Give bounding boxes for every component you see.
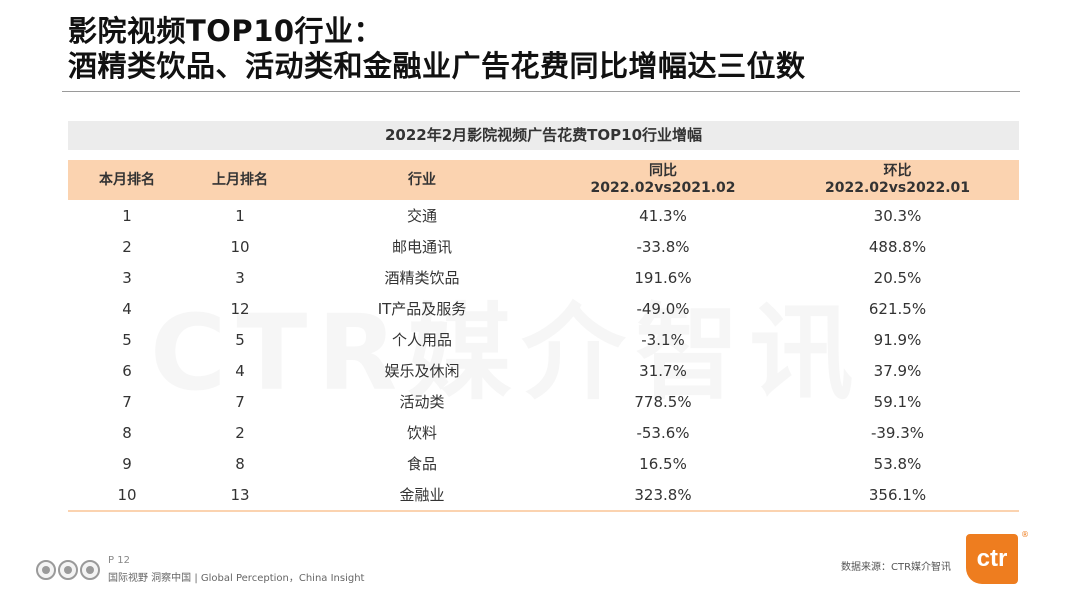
cell-industry: IT产品及服务 (377, 300, 467, 318)
table-row: 6 4 娱乐及休闲 31.7% 37.9% (68, 355, 1019, 386)
cell-mom-growth: 621.5% (868, 299, 927, 318)
cell-industry: 邮电通讯 (391, 238, 452, 256)
cell-yoy-growth: 16.5% (639, 454, 687, 473)
page-title: 影院视频TOP10行业： 酒精类饮品、活动类和金融业广告花费同比增幅达三位数 (68, 14, 806, 84)
header-yoy: 同比 2022.02vs2021.02 (550, 160, 776, 200)
table-body: 1 1 交通 41.3% 30.3% 2 10 邮电通讯 -33.8% 488.8% 3 3 酒精类饮品… (68, 200, 1019, 512)
cell-mom-growth: 20.5% (873, 268, 922, 287)
cell-mom-growth: 37.9% (873, 361, 922, 380)
cell-rank-this-month: 8 (122, 423, 132, 442)
cell-mom-growth: 59.1% (873, 392, 922, 411)
cell-yoy-growth: -33.8% (636, 237, 690, 256)
header-mom: 环比 2022.02vs2022.01 (776, 160, 1019, 200)
cell-rank-last-month: 10 (230, 237, 250, 256)
cell-mom-growth: 53.8% (873, 454, 922, 473)
cell-rank-last-month: 13 (186, 479, 294, 512)
page-number: P 12 (108, 555, 130, 566)
table-row: 1 1 交通 41.3% 30.3% (68, 200, 1019, 231)
cell-industry: 金融业 (294, 479, 550, 512)
cell-mom-growth: 356.1% (776, 479, 1019, 512)
table-title: 2022年2月影院视频广告花费TOP10行业增幅 (68, 121, 1019, 150)
cell-industry: 酒精类饮品 (384, 269, 460, 287)
logo-circle-icon (36, 560, 56, 580)
table-row: 9 8 食品 16.5% 53.8% (68, 448, 1019, 479)
header-rank-this-month: 本月排名 (68, 160, 186, 200)
cell-rank-this-month: 6 (122, 361, 132, 380)
cell-rank-last-month: 4 (235, 361, 245, 380)
cell-yoy-growth: 323.8% (550, 479, 776, 512)
cell-mom-growth: -39.3% (870, 423, 925, 442)
logo-circle-icon (58, 560, 78, 580)
title-divider (62, 91, 1020, 92)
page-title-line1: 影院视频TOP10行业： (68, 14, 384, 48)
cell-rank-this-month: 1 (122, 206, 132, 225)
cell-rank-this-month: 5 (122, 330, 132, 349)
header-industry: 行业 (294, 160, 550, 200)
cell-yoy-growth: -53.6% (636, 423, 690, 442)
header-yoy-period: 2022.02vs2021.02 (590, 180, 736, 196)
cell-yoy-growth: 41.3% (639, 206, 687, 225)
cell-rank-this-month: 7 (122, 392, 132, 411)
cell-rank-last-month: 1 (235, 206, 245, 225)
cell-industry: 娱乐及休闲 (384, 362, 460, 380)
cell-yoy-growth: 31.7% (639, 361, 687, 380)
header-rank-last-month: 上月排名 (186, 160, 294, 200)
cell-industry: 活动类 (399, 393, 445, 411)
cell-yoy-growth: 778.5% (634, 392, 692, 411)
table-header-row: 本月排名 上月排名 行业 同比 2022.02vs2021.02 环比 2022… (68, 160, 1019, 200)
cell-rank-this-month: 10 (68, 479, 186, 512)
footer-logo (36, 560, 100, 580)
table-row: 4 12 IT产品及服务 -49.0% 621.5% (68, 293, 1019, 324)
cell-rank-this-month: 3 (122, 268, 132, 287)
table-row: 8 2 饮料 -53.6% -39.3% (68, 417, 1019, 448)
cell-rank-last-month: 7 (235, 392, 245, 411)
cell-rank-last-month: 3 (235, 268, 245, 287)
cell-rank-this-month: 4 (122, 299, 132, 318)
registered-mark: ® (1021, 530, 1029, 539)
cell-rank-last-month: 2 (235, 423, 245, 442)
cell-industry: 个人用品 (391, 331, 452, 349)
cell-industry: 饮料 (406, 424, 437, 442)
header-mom-label: 环比 (883, 163, 912, 179)
cell-rank-last-month: 8 (235, 454, 245, 473)
industry-growth-table: 本月排名 上月排名 行业 同比 2022.02vs2021.02 环比 2022… (68, 160, 1019, 512)
data-source: 数据来源：CTR媒介智讯 (841, 562, 952, 573)
cell-industry: 食品 (406, 455, 437, 473)
cell-mom-growth: 30.3% (873, 206, 922, 225)
cell-rank-last-month: 12 (230, 299, 250, 318)
cell-yoy-growth: 191.6% (634, 268, 692, 287)
header-yoy-label: 同比 (649, 163, 677, 179)
table-row: 7 7 活动类 778.5% 59.1% (68, 386, 1019, 417)
table-row: 2 10 邮电通讯 -33.8% 488.8% (68, 231, 1019, 262)
cell-rank-last-month: 5 (235, 330, 245, 349)
tagline: 国际视野 洞察中国 | Global Perception，China Insi… (108, 573, 365, 584)
table-row: 5 5 个人用品 -3.1% 91.9% (68, 324, 1019, 355)
cell-yoy-growth: -3.1% (641, 330, 685, 349)
cell-industry: 交通 (406, 207, 437, 225)
cell-rank-this-month: 2 (122, 237, 132, 256)
logo-circle-icon (80, 560, 100, 580)
cell-rank-this-month: 9 (122, 454, 132, 473)
cell-mom-growth: 91.9% (873, 330, 922, 349)
header-mom-period: 2022.02vs2022.01 (825, 180, 970, 196)
table-row: 10 13 金融业 323.8% 356.1% (68, 479, 1019, 512)
cell-yoy-growth: -49.0% (636, 299, 690, 318)
ctr-logo: ctr (966, 534, 1018, 584)
table-row: 3 3 酒精类饮品 191.6% 20.5% (68, 262, 1019, 293)
cell-mom-growth: 488.8% (868, 237, 927, 256)
page-title-line2: 酒精类饮品、活动类和金融业广告花费同比增幅达三位数 (68, 49, 806, 83)
